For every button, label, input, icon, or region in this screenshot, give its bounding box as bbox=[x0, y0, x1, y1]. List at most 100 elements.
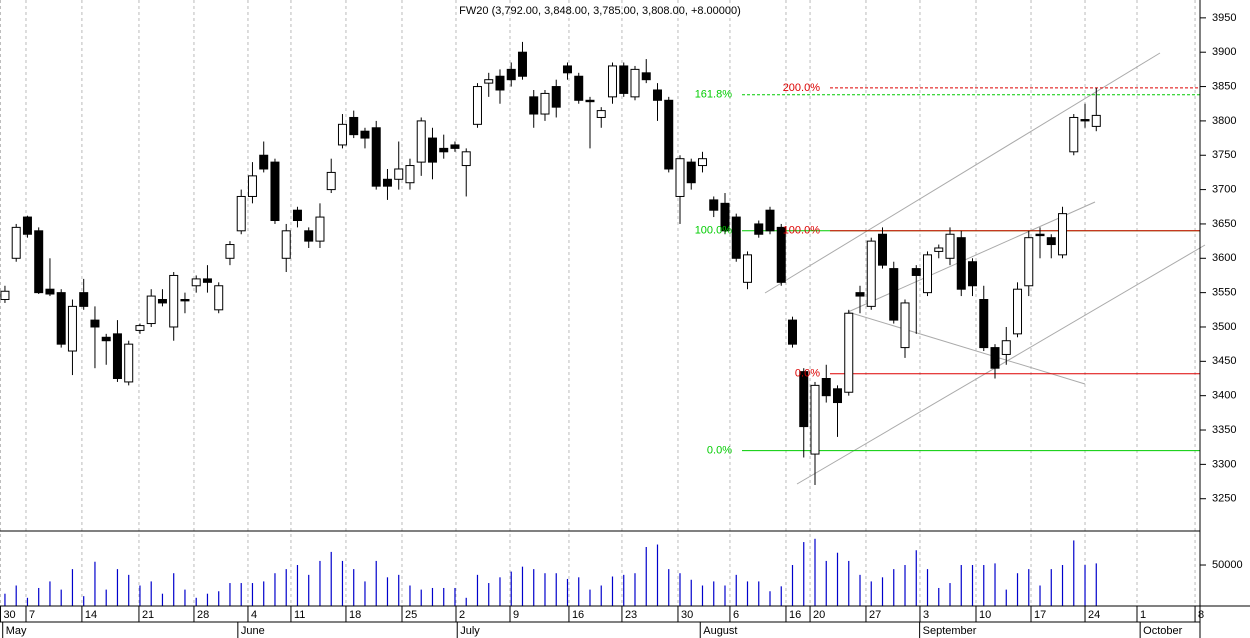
trend-line bbox=[764, 52, 1161, 294]
candle-body bbox=[1058, 213, 1068, 256]
x-tick-label: 9 bbox=[513, 609, 519, 621]
month-label: July bbox=[460, 625, 480, 637]
y-tick-label: 3400 bbox=[1212, 390, 1236, 402]
candle-body bbox=[56, 292, 66, 345]
candle-body bbox=[45, 288, 55, 295]
x-tick-label: 18 bbox=[349, 609, 361, 621]
candle-body bbox=[427, 137, 437, 163]
level-label: 0.0% bbox=[795, 368, 820, 380]
candle-body bbox=[270, 161, 280, 222]
candle-body bbox=[79, 292, 89, 307]
candle-body bbox=[968, 261, 978, 287]
candle-body bbox=[866, 240, 876, 307]
y-tick-label: 3300 bbox=[1212, 458, 1236, 470]
x-tick-label: 6 bbox=[733, 609, 739, 621]
y-tick-label: 3700 bbox=[1212, 184, 1236, 196]
candle-body bbox=[574, 75, 584, 101]
candle-body bbox=[990, 347, 1000, 369]
x-tick-label: 27 bbox=[869, 609, 881, 621]
y-tick-label: 3500 bbox=[1212, 321, 1236, 333]
x-tick-label: 7 bbox=[29, 609, 35, 621]
y-tick-label: 3750 bbox=[1212, 149, 1236, 161]
month-label: June bbox=[241, 625, 265, 637]
candle-body bbox=[135, 325, 145, 331]
candle-body bbox=[360, 130, 370, 139]
y-tick-label: 3350 bbox=[1212, 424, 1236, 436]
trend-line bbox=[796, 244, 1206, 485]
y-tick-label: 3850 bbox=[1212, 80, 1236, 92]
month-label: August bbox=[703, 625, 737, 637]
x-tick-label: 20 bbox=[813, 609, 825, 621]
candle-body bbox=[405, 165, 415, 184]
y-tick-label: 3800 bbox=[1212, 115, 1236, 127]
y-tick-label: 3900 bbox=[1212, 46, 1236, 58]
plot bbox=[0, 41, 1101, 606]
candle-body bbox=[517, 51, 527, 77]
candle-body bbox=[833, 388, 843, 404]
candle-body bbox=[225, 244, 235, 259]
candle-body bbox=[0, 290, 10, 301]
candle-body bbox=[382, 178, 392, 187]
x-tick-label: 10 bbox=[979, 609, 991, 621]
trend-line bbox=[847, 201, 1096, 313]
candle-body bbox=[1091, 114, 1101, 127]
candle-body bbox=[889, 268, 899, 321]
candle-body bbox=[90, 319, 100, 328]
candle-body bbox=[900, 302, 910, 349]
candle-body bbox=[720, 202, 730, 232]
candle-body bbox=[416, 120, 426, 163]
level-label: 100.0% bbox=[695, 225, 733, 237]
candle-body bbox=[776, 226, 786, 283]
x-tick-label: 17 bbox=[1034, 609, 1046, 621]
x-tick-label: 4 bbox=[251, 609, 257, 621]
y-tick-label: 3550 bbox=[1212, 287, 1236, 299]
candle-body bbox=[146, 295, 156, 325]
candle-body bbox=[461, 151, 471, 167]
x-tick-label: 25 bbox=[405, 609, 417, 621]
x-tick-label: 24 bbox=[1088, 609, 1100, 621]
candle-body bbox=[551, 86, 561, 108]
candle-body bbox=[787, 319, 797, 345]
x-tick-label: 11 bbox=[294, 609, 305, 621]
y-tick-label: 3600 bbox=[1212, 252, 1236, 264]
candle-body bbox=[1069, 116, 1079, 153]
month-label: October bbox=[1143, 625, 1182, 637]
candle-body bbox=[540, 92, 550, 115]
candle-body bbox=[157, 299, 167, 304]
candle-body bbox=[281, 230, 291, 259]
candle-body bbox=[911, 268, 921, 276]
candle-body bbox=[101, 336, 111, 342]
x-tick-label: 3 bbox=[923, 609, 929, 621]
candle-body bbox=[236, 195, 246, 232]
candle-body bbox=[619, 65, 629, 94]
candle-body bbox=[821, 378, 831, 397]
candle-body bbox=[697, 158, 707, 167]
grid bbox=[0, 0, 1206, 606]
candle-body bbox=[1024, 237, 1034, 287]
x-tick-label: 1 bbox=[1140, 609, 1146, 621]
candle-body bbox=[1046, 237, 1056, 246]
x-tick-label: 30 bbox=[3, 609, 15, 621]
candle-body bbox=[765, 209, 775, 232]
level-label: 0.0% bbox=[707, 445, 732, 457]
y-tick-label: 3450 bbox=[1212, 355, 1236, 367]
candle-body bbox=[562, 65, 572, 74]
x-tick-label: 23 bbox=[625, 609, 637, 621]
candle-body bbox=[124, 343, 134, 383]
candle-body bbox=[247, 175, 257, 197]
candle-body bbox=[945, 233, 955, 259]
y-tick-label: 3250 bbox=[1212, 493, 1236, 505]
candle-body bbox=[371, 127, 381, 187]
candle-body bbox=[439, 147, 449, 153]
candle-body bbox=[484, 79, 494, 84]
candle-body bbox=[641, 72, 651, 81]
candle-body bbox=[169, 274, 179, 328]
candle-body bbox=[934, 247, 944, 252]
candle-body bbox=[304, 230, 314, 242]
candle-body bbox=[810, 384, 820, 455]
candle-body bbox=[349, 116, 359, 136]
candle-body bbox=[664, 99, 674, 170]
month-label: May bbox=[6, 625, 27, 637]
candle-body bbox=[472, 86, 482, 125]
candle-body bbox=[450, 144, 460, 149]
